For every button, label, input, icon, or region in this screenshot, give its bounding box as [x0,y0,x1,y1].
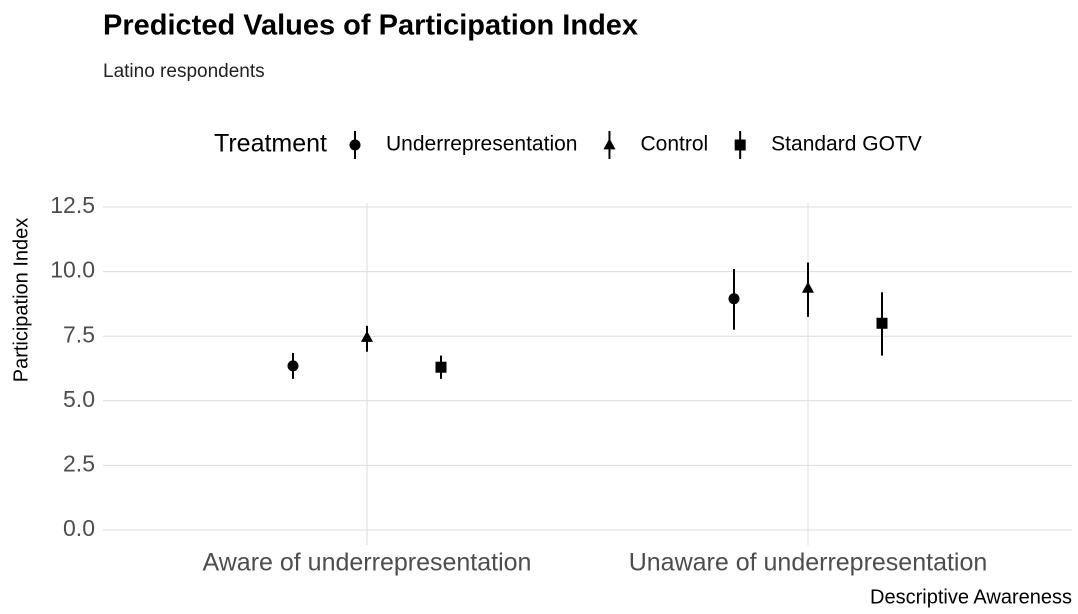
legend-symbol [603,138,616,150]
y-axis-label: Participation Index [10,218,32,383]
chart-title: Predicted Values of Participation Index [103,10,638,42]
legend-label: Standard GOTV [771,133,922,156]
chart-subtitle: Latino respondents [103,61,265,82]
y-tick-label: 12.5 [50,192,95,218]
y-tick-label: 2.5 [63,450,95,476]
legend-label: Control [640,133,708,156]
legend-symbol [734,139,746,151]
y-tick-label: 7.5 [63,321,95,347]
point [876,317,888,329]
legend-symbol [349,139,361,151]
x-tick-label: Aware of underrepresentation [203,549,532,577]
point [360,330,374,342]
y-tick-label: 10.0 [50,257,95,283]
y-tick-label: 5.0 [63,386,95,412]
point [728,293,740,305]
point [435,361,447,373]
point [287,360,299,372]
legend-title: Treatment [214,130,327,158]
legend-label: Underrepresentation [386,133,577,156]
point [801,281,815,293]
x-axis-label: Descriptive Awareness [870,586,1072,608]
y-tick-label: 0.0 [63,515,95,541]
x-tick-label: Unaware of underrepresentation [629,549,988,577]
